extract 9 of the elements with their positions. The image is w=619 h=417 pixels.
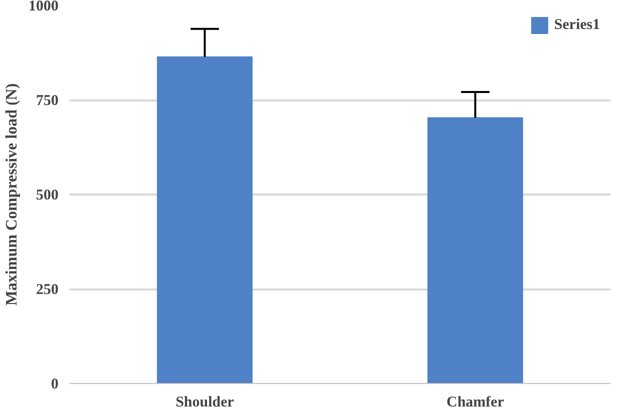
y-tick-label: 1000 — [28, 0, 58, 14]
y-tick-label: 750 — [36, 93, 58, 109]
x-tick-label: Chamfer — [446, 394, 504, 410]
legend-label: Series1 — [554, 16, 600, 34]
y-tick-label: 500 — [36, 188, 58, 204]
y-tick-label: 0 — [51, 376, 58, 392]
y-axis-title: Maximum Compressive load (N) — [4, 83, 20, 306]
x-tick-label: Shoulder — [176, 394, 234, 410]
y-tick-label: 250 — [36, 282, 58, 298]
